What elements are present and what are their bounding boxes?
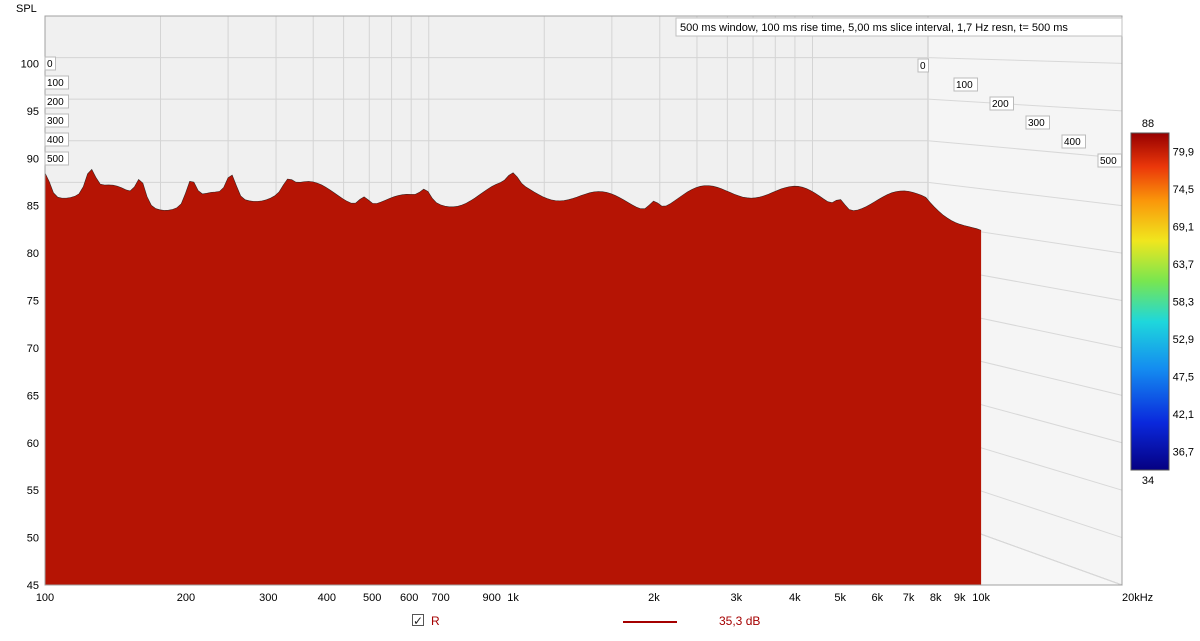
- depth-label-right: 100: [956, 80, 973, 91]
- info-text: 500 ms window, 100 ms rise time, 5,00 ms…: [680, 22, 1068, 34]
- x-tick-label: 300: [259, 592, 277, 604]
- colorbar-tick-label: 88: [1142, 118, 1154, 130]
- colorbar-tick-label: 42,1: [1173, 409, 1194, 421]
- legend-bar: ✓ R 35,3 dB: [0, 610, 1200, 634]
- side-grid-line-y: [927, 140, 1123, 159]
- depth-label-right-box: [1061, 134, 1086, 149]
- depth-label-left: 500: [47, 154, 64, 165]
- x-tick-label: 8k: [930, 592, 942, 604]
- depth-label-left-box: [44, 75, 69, 90]
- depth-label-left: 400: [47, 135, 64, 146]
- y-tick-label: 55: [27, 485, 39, 497]
- plot-axes: SPL 45 50 55 60 65 70 75 80 85 90 95 100 100 200 300 400…: [16, 3, 1153, 604]
- side-grid-line-y: [927, 181, 1123, 207]
- colorbar-tick-label: 47,5: [1173, 371, 1194, 383]
- x-tick-label: 9k: [954, 592, 966, 604]
- info-box-group: 500 ms window, 100 ms rise time, 5,00 ms…: [675, 17, 1123, 37]
- x-tick-label: 5k: [834, 592, 846, 604]
- waterfall-surface: [44, 168, 982, 585]
- depth-label-right: 300: [1028, 118, 1045, 129]
- depth-label-right-box: [953, 77, 978, 92]
- depth-label-right-box: [1025, 115, 1050, 130]
- depth-label-left: 200: [47, 97, 64, 108]
- colorbar-tick-label: 79,9: [1173, 147, 1194, 159]
- x-tick-label: 700: [431, 592, 449, 604]
- x-tick-label: 500: [363, 592, 381, 604]
- depth-label-right: 400: [1064, 137, 1081, 148]
- y-tick-label: 80: [27, 248, 39, 260]
- y-tick-label: 50: [27, 533, 39, 545]
- y-tick-label: 90: [27, 153, 39, 165]
- y-tick-label: 95: [27, 106, 39, 118]
- depth-label-right: 0: [920, 61, 926, 72]
- colorbar-tick-label: 69,1: [1173, 222, 1194, 234]
- series-line-swatch: [623, 621, 677, 623]
- colorbar-tick-label: 74,5: [1173, 184, 1194, 196]
- depth-label-right-box: [989, 96, 1014, 111]
- x-tick-label: 10k: [972, 592, 990, 604]
- x-tick-label: 20kHz: [1122, 592, 1153, 604]
- series-value: 35,3 dB: [719, 614, 761, 628]
- y-tick-label: 70: [27, 343, 39, 355]
- info-box: [675, 17, 1123, 37]
- waterfall-slice-line: [44, 168, 982, 231]
- x-tick-label: 400: [318, 592, 336, 604]
- side-grid-line-y: [927, 98, 1123, 112]
- y-tick-label: 60: [27, 438, 39, 450]
- depth-label-left-box: [44, 132, 69, 147]
- x-tick-label: 7k: [903, 592, 915, 604]
- depth-label-left-box: [44, 113, 69, 128]
- x-tick-label: 200: [177, 592, 195, 604]
- waterfall-slice-fill: [45, 169, 982, 585]
- x-tick-label: 4k: [789, 592, 801, 604]
- colorbar-tick-label: 34: [1142, 475, 1154, 487]
- y-tick-label: 45: [27, 580, 39, 592]
- y-axis-label: SPL: [16, 3, 37, 15]
- y-tick-label: 100: [21, 58, 39, 70]
- depth-label-right: 500: [1100, 156, 1117, 167]
- x-tick-label: 600: [400, 592, 418, 604]
- side-grid-line-y: [927, 57, 1123, 64]
- x-tick-label: 3k: [731, 592, 743, 604]
- plot-frame: [44, 15, 1123, 586]
- depth-label-right: 200: [992, 99, 1009, 110]
- depth-label-right-box: [1097, 153, 1122, 168]
- x-tick-label: 1k: [507, 592, 519, 604]
- x-tick-label: 100: [36, 592, 54, 604]
- colorbar-gradient: [1130, 132, 1170, 471]
- depth-label-left-box: [44, 94, 69, 109]
- depth-label-left-box: [44, 56, 56, 71]
- colorbar: 88 79,9 74,5 69,1 63,7 58,3 52,9 47,5 42,1 36,7 34: [1130, 118, 1194, 487]
- depth-label-left: 100: [47, 78, 64, 89]
- series-checkbox[interactable]: ✓: [412, 614, 424, 628]
- depth-label-left-box: [44, 151, 69, 166]
- y-tick-label: 65: [27, 390, 39, 402]
- y-tick-label: 75: [27, 296, 39, 308]
- colorbar-tick-label: 36,7: [1173, 446, 1194, 458]
- colorbar-tick-label: 52,9: [1173, 334, 1194, 346]
- colorbar-tick-label: 63,7: [1173, 259, 1194, 271]
- depth-label-right-box: [917, 58, 929, 73]
- x-tick-label: 2k: [648, 592, 660, 604]
- depth-label-left: 0: [47, 59, 53, 70]
- x-tick-label: 6k: [871, 592, 883, 604]
- series-label: R: [431, 614, 440, 628]
- depth-label-left: 300: [47, 116, 64, 127]
- x-tick-label: 900: [482, 592, 500, 604]
- y-tick-label: 85: [27, 201, 39, 213]
- colorbar-tick-label: 58,3: [1173, 297, 1194, 309]
